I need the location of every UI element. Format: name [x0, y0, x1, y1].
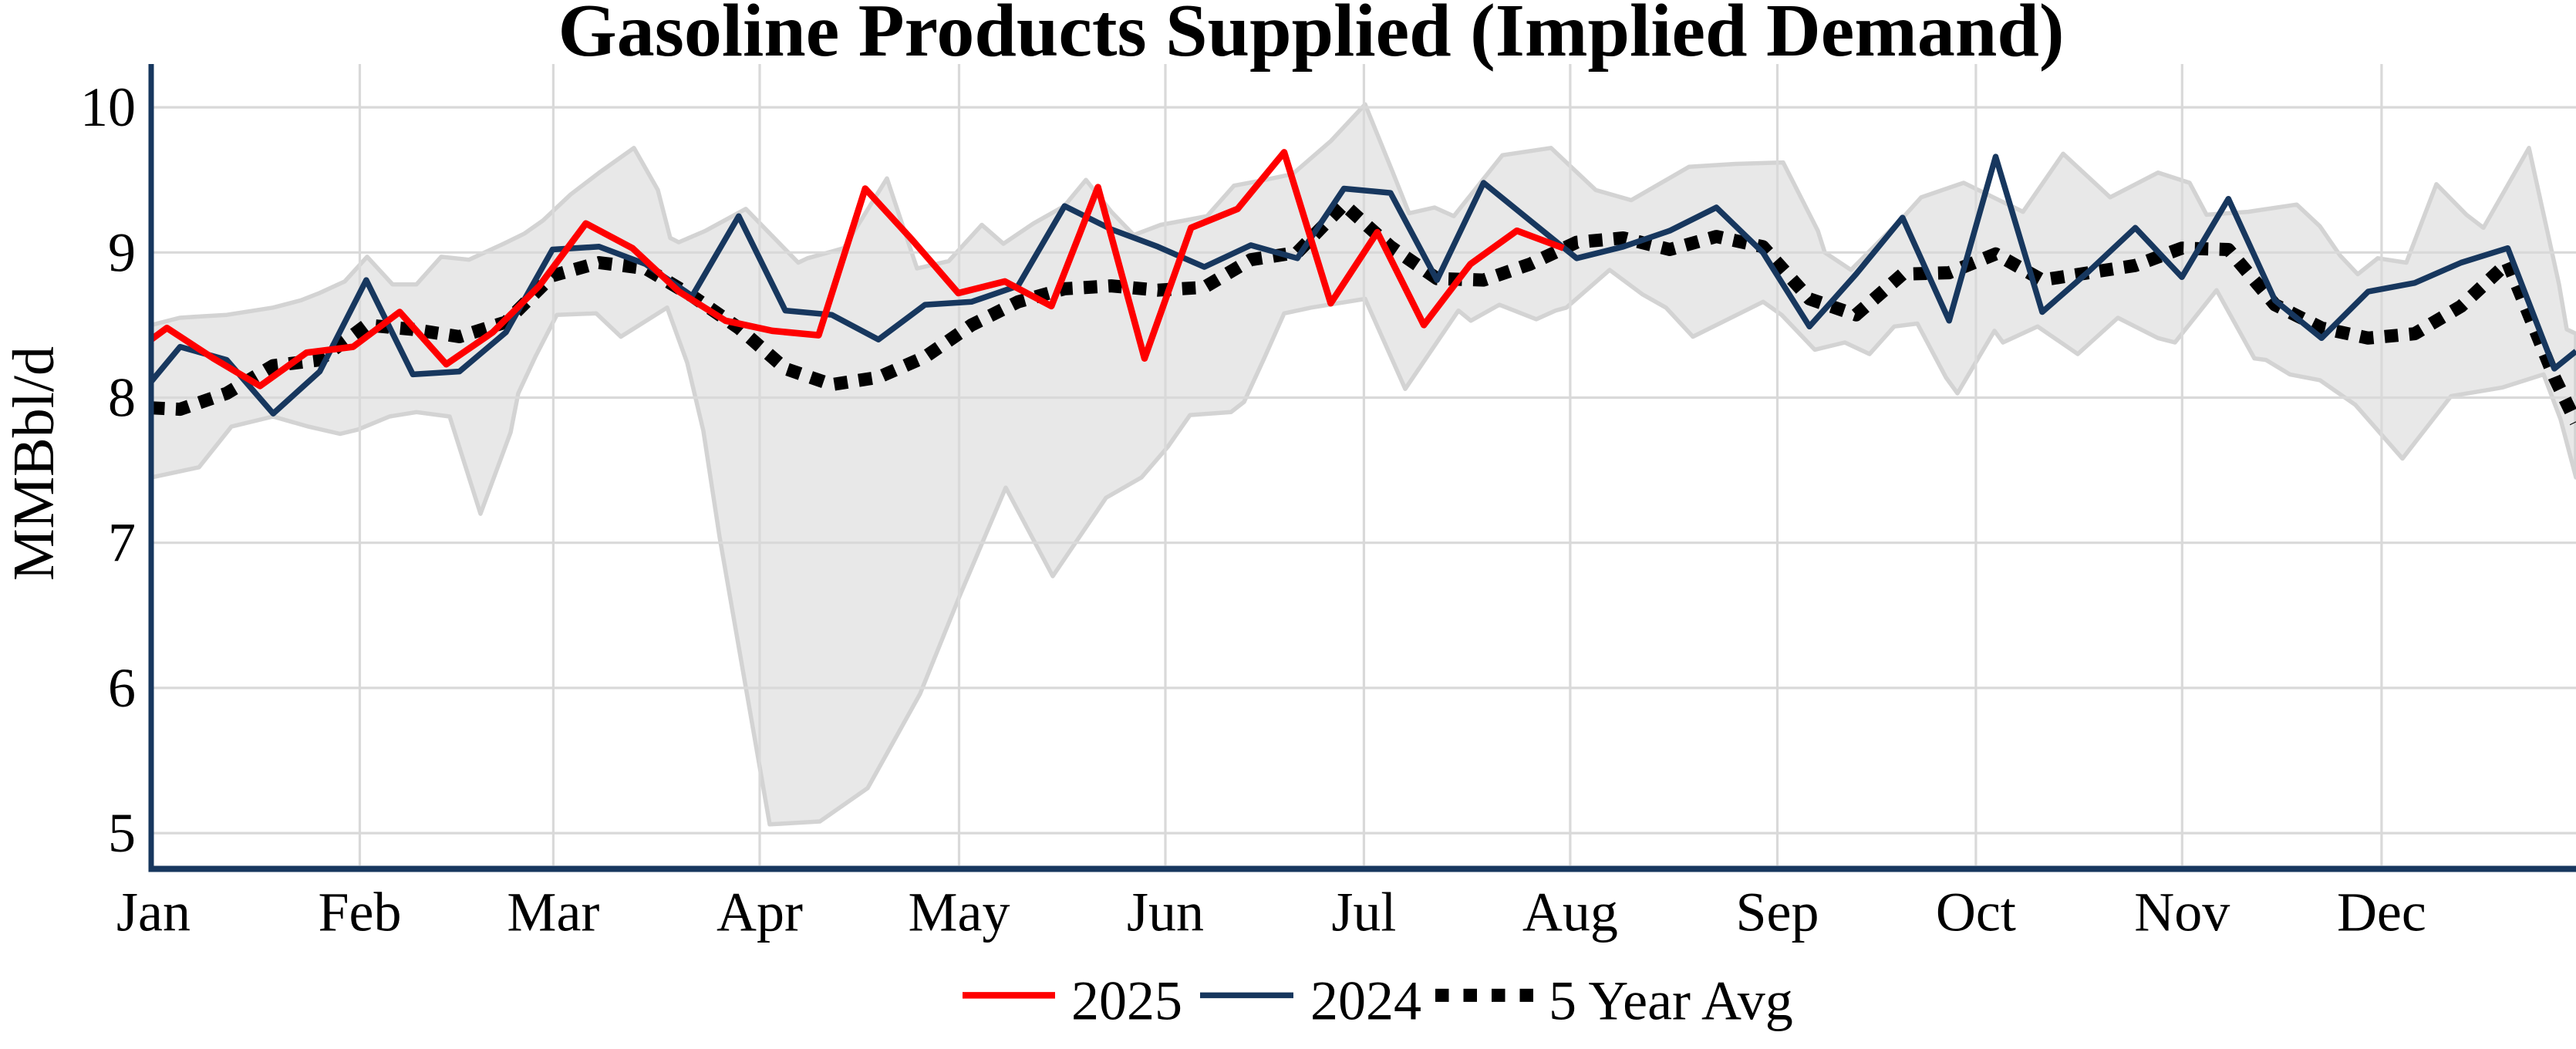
- svg-text:Dec: Dec: [2337, 882, 2426, 943]
- svg-text:2024: 2024: [1310, 970, 1421, 1032]
- svg-text:Gasoline Products Supplied (Im: Gasoline Products Supplied (Implied Dema…: [558, 0, 2064, 73]
- svg-text:7: 7: [108, 512, 136, 574]
- svg-text:May: May: [909, 882, 1010, 943]
- svg-text:Jan: Jan: [116, 882, 191, 943]
- svg-text:9: 9: [108, 221, 136, 283]
- svg-text:8: 8: [108, 367, 136, 429]
- svg-text:2025: 2025: [1071, 970, 1182, 1032]
- svg-text:10: 10: [80, 76, 136, 138]
- svg-text:Jul: Jul: [1331, 882, 1396, 943]
- svg-text:Sep: Sep: [1736, 882, 1819, 943]
- svg-text:Nov: Nov: [2134, 882, 2230, 943]
- svg-text:Mar: Mar: [507, 882, 599, 943]
- svg-text:Oct: Oct: [1936, 882, 2016, 943]
- svg-text:Aug: Aug: [1522, 882, 1618, 943]
- svg-text:Apr: Apr: [716, 882, 803, 943]
- svg-text:5 Year Avg: 5 Year Avg: [1549, 970, 1793, 1032]
- svg-text:Jun: Jun: [1127, 882, 1204, 943]
- svg-text:Feb: Feb: [319, 882, 402, 943]
- svg-text:MMBbl/d: MMBbl/d: [2, 346, 66, 581]
- svg-text:5: 5: [108, 802, 136, 864]
- svg-text:6: 6: [108, 657, 136, 719]
